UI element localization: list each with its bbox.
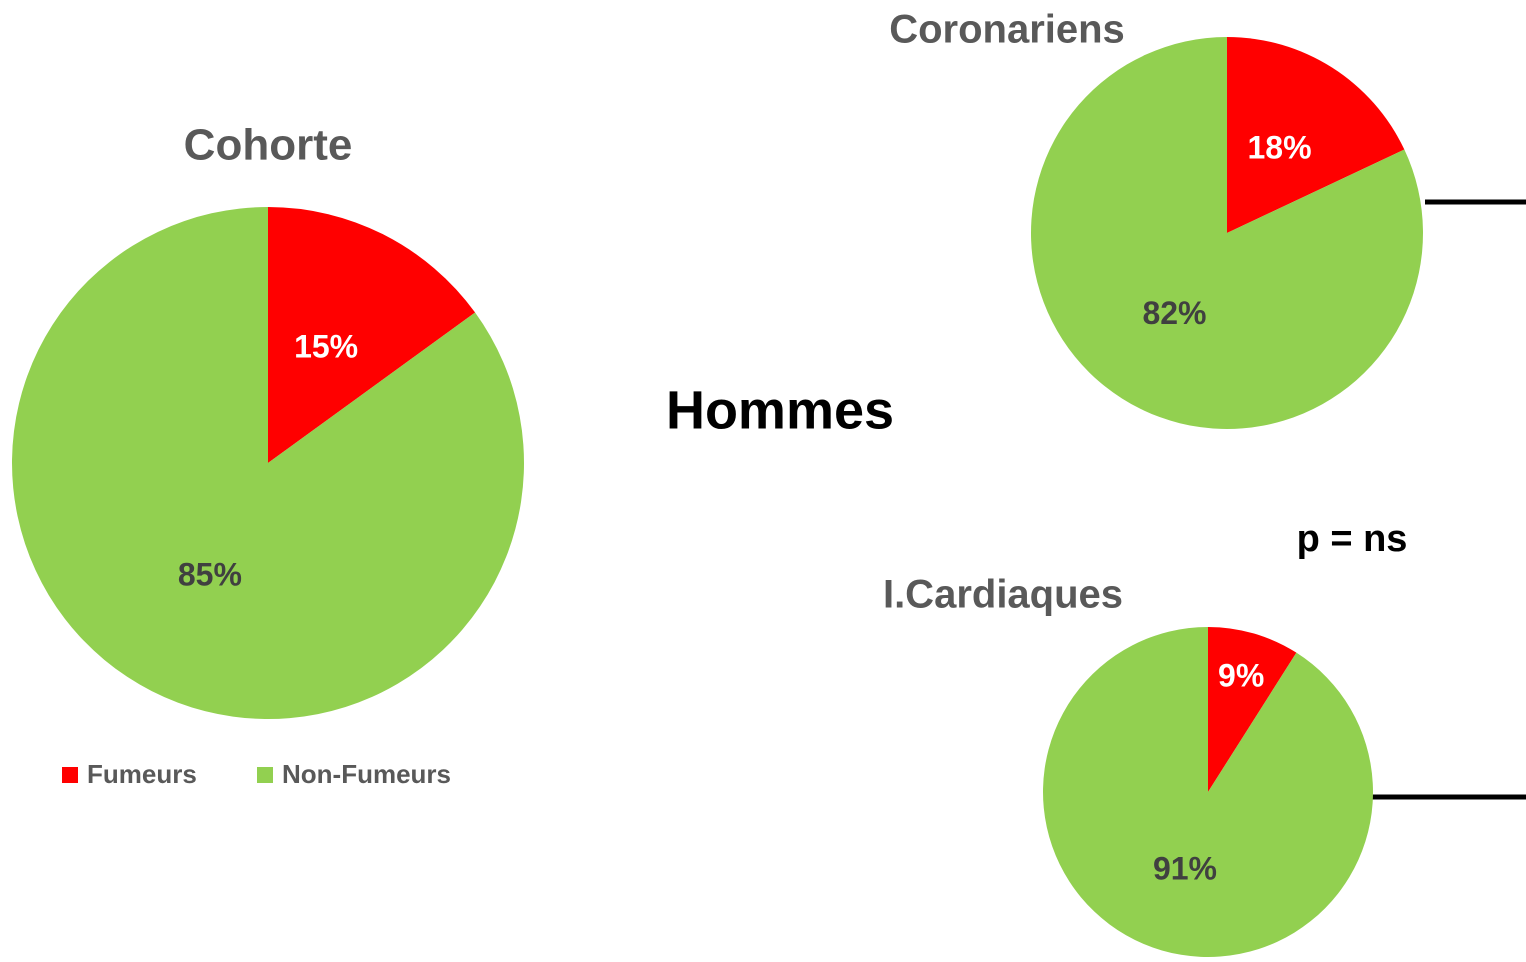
pie-slice	[1042, 627, 1373, 957]
data-label: 9%	[1218, 657, 1264, 693]
legend-label: Fumeurs	[87, 759, 197, 789]
heading: Hommes	[666, 380, 894, 440]
pie-slice	[11, 207, 524, 719]
chart-title: Coronariens	[889, 8, 1125, 52]
data-label: 15%	[294, 328, 358, 364]
data-label: 91%	[1153, 851, 1217, 887]
pie-slice	[268, 207, 476, 463]
pie-slice	[1208, 627, 1297, 792]
chart-title: I.Cardiaques	[883, 573, 1123, 617]
data-label: 82%	[1142, 295, 1206, 331]
legend-swatch	[62, 767, 78, 783]
pie-slice	[1030, 37, 1424, 429]
legend-label: Non-Fumeurs	[282, 759, 451, 789]
chart-title: Cohorte	[184, 121, 353, 170]
data-label: 18%	[1247, 130, 1311, 166]
legend-swatch	[257, 767, 273, 783]
data-label: 85%	[178, 557, 242, 593]
pie-slice	[1227, 37, 1405, 233]
p-value: p = ns	[1297, 518, 1408, 560]
